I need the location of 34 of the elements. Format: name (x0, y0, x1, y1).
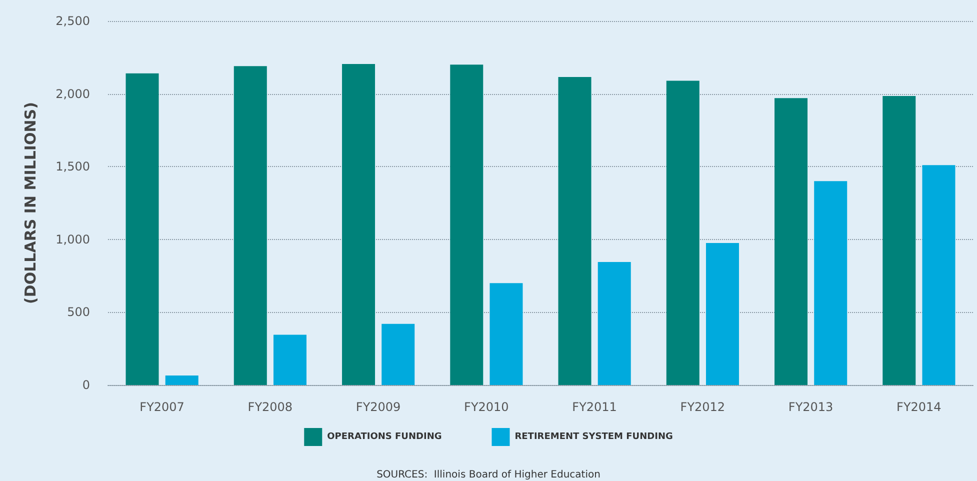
x-tick-label: FY2007 (140, 400, 184, 414)
bar (126, 73, 159, 385)
x-tick-label: FY2009 (356, 400, 401, 414)
bar (558, 77, 592, 385)
bar (450, 64, 484, 385)
x-tick-label: FY2012 (680, 400, 726, 414)
bar (706, 243, 739, 385)
y-tick-label: 0 (82, 378, 90, 392)
x-tick-label: FY2010 (464, 400, 509, 414)
bar (234, 66, 267, 385)
bar (165, 376, 198, 385)
bar (490, 283, 523, 385)
bar (774, 98, 808, 385)
bar (342, 64, 376, 385)
source-note: SOURCES: Illinois Board of Higher Education (376, 470, 600, 480)
bar (598, 262, 631, 385)
y-tick-label: 1,500 (56, 160, 90, 174)
x-tick-label: FY2014 (896, 400, 942, 414)
y-axis-title: (DOLLARS IN MILLIONS) (22, 102, 40, 304)
y-tick-label: 1,000 (56, 232, 90, 246)
bar (922, 165, 956, 385)
y-tick-label: 2,500 (56, 14, 90, 28)
legend-label: RETIREMENT SYSTEM FUNDING (514, 432, 673, 442)
bar (882, 96, 916, 385)
bar (382, 324, 415, 385)
y-tick-label: 2,000 (56, 86, 90, 101)
x-tick-label: FY2008 (248, 400, 293, 414)
bar (814, 181, 848, 385)
x-tick-label: FY2011 (572, 400, 617, 414)
bar (666, 80, 700, 385)
bar (273, 334, 306, 385)
x-tick-label: FY2013 (788, 400, 834, 414)
y-tick-label: 500 (67, 305, 90, 320)
legend-label: OPERATIONS FUNDING (327, 432, 442, 442)
